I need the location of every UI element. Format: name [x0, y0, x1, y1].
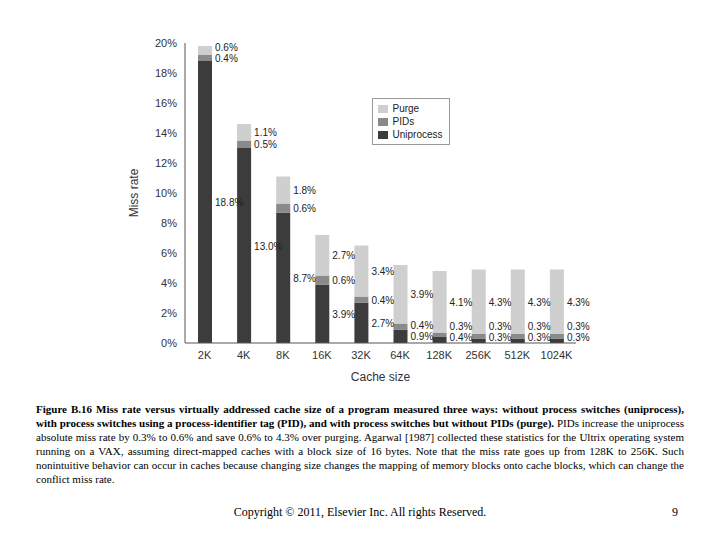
svg-text:3.9%: 3.9%	[411, 289, 434, 300]
svg-text:4.3%: 4.3%	[528, 297, 551, 308]
svg-text:0.3%: 0.3%	[567, 332, 590, 343]
svg-text:0.3%: 0.3%	[489, 321, 512, 332]
svg-text:8.7%: 8.7%	[293, 273, 316, 284]
svg-text:2%: 2%	[161, 307, 177, 319]
svg-text:2K: 2K	[198, 349, 212, 361]
svg-text:20%: 20%	[155, 37, 177, 49]
svg-text:0.9%: 0.9%	[411, 331, 434, 342]
svg-text:8K: 8K	[276, 349, 290, 361]
svg-text:512K: 512K	[504, 349, 530, 361]
svg-text:13.0%: 13.0%	[254, 241, 282, 252]
svg-text:16K: 16K	[312, 349, 332, 361]
svg-text:18.8%: 18.8%	[215, 197, 243, 208]
svg-text:256K: 256K	[465, 349, 491, 361]
svg-text:4K: 4K	[237, 349, 251, 361]
svg-text:0.4%: 0.4%	[411, 320, 434, 331]
svg-text:8%: 8%	[161, 217, 177, 229]
html-text:PIDs: PIDs	[392, 116, 415, 127]
svg-text:0%: 0%	[161, 337, 177, 349]
svg-text:2.7%: 2.7%	[332, 250, 355, 261]
svg-text:18%: 18%	[155, 67, 177, 79]
svg-text:Cache size: Cache size	[351, 370, 411, 384]
svg-text:6%: 6%	[161, 247, 177, 259]
svg-text:Miss rate: Miss rate	[127, 168, 141, 217]
html-text:Uniprocess: Uniprocess	[392, 129, 443, 140]
html-text:9: 9	[672, 505, 678, 519]
svg-text:0.4%: 0.4%	[371, 295, 394, 306]
svg-text:32K: 32K	[351, 349, 371, 361]
svg-text:128K: 128K	[426, 349, 452, 361]
svg-text:3.4%: 3.4%	[371, 266, 394, 277]
svg-text:3.9%: 3.9%	[332, 309, 355, 320]
svg-text:4.3%: 4.3%	[489, 297, 512, 308]
svg-text:10%: 10%	[155, 187, 177, 199]
svg-text:0.6%: 0.6%	[332, 275, 355, 286]
html-text:Purge: Purge	[392, 103, 420, 114]
svg-text:16%: 16%	[155, 97, 177, 109]
svg-text:4%: 4%	[161, 277, 177, 289]
svg-text:4.1%: 4.1%	[450, 297, 473, 308]
svg-text:0.6%: 0.6%	[293, 203, 316, 214]
svg-text:0.5%: 0.5%	[254, 139, 277, 150]
svg-text:0.4%: 0.4%	[215, 53, 238, 64]
svg-text:2.7%: 2.7%	[371, 318, 394, 329]
svg-text:0.3%: 0.3%	[450, 321, 473, 332]
svg-text:0.3%: 0.3%	[528, 332, 551, 343]
svg-text:1.8%: 1.8%	[293, 185, 316, 196]
html-text:Figure B.16 Miss rate versus v: Figure B.16 Miss rate versus virtually a…	[36, 403, 684, 485]
svg-text:0.6%: 0.6%	[215, 42, 238, 53]
svg-text:0.4%: 0.4%	[450, 332, 473, 343]
svg-text:64K: 64K	[390, 349, 410, 361]
svg-text:0.3%: 0.3%	[567, 321, 590, 332]
svg-text:0.3%: 0.3%	[489, 332, 512, 343]
svg-text:1024K: 1024K	[541, 349, 573, 361]
svg-text:12%: 12%	[155, 157, 177, 169]
html-text:Copyright © 2011, Elsevier Inc: Copyright © 2011, Elsevier Inc. All righ…	[233, 505, 487, 519]
svg-text:1.1%: 1.1%	[254, 127, 277, 138]
svg-text:0.3%: 0.3%	[528, 321, 551, 332]
svg-text:4.3%: 4.3%	[567, 297, 590, 308]
svg-text:14%: 14%	[155, 127, 177, 139]
